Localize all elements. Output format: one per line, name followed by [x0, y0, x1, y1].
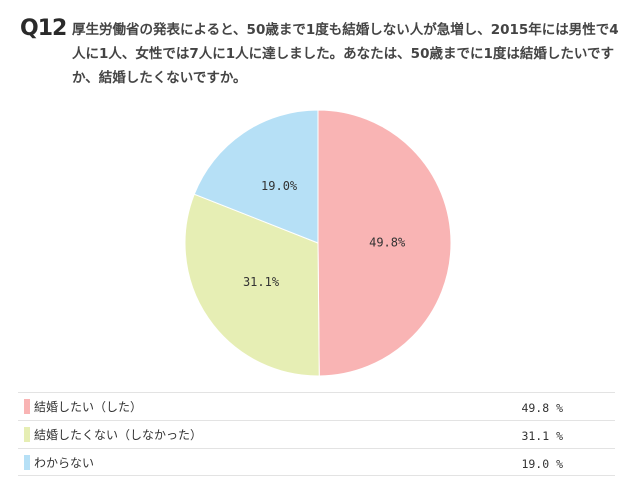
- pie-slice: [193, 109, 319, 244]
- question-number: Q12: [20, 16, 67, 41]
- chart-legend: 結婚したい（した） 49.8 % 結婚したくない（しなかった） 31.1 % わ…: [18, 392, 615, 476]
- legend-swatch: [24, 427, 30, 442]
- pie-slice: [317, 109, 452, 377]
- question-header: Q12 厚生労働省の発表によると、50歳まで1度も結婚しない人が急増し、2015…: [20, 16, 624, 86]
- legend-swatch: [24, 455, 30, 470]
- legend-value: 31.1 %: [521, 429, 563, 443]
- legend-label: 結婚したい（した）: [34, 400, 143, 414]
- legend-row: 結婚したくない（しなかった） 31.1 %: [18, 420, 615, 448]
- legend-value: 19.0 %: [521, 457, 563, 471]
- pie-slice: [184, 193, 320, 377]
- legend-label: わからない: [34, 456, 95, 470]
- legend-swatch: [24, 399, 30, 414]
- legend-value: 49.8 %: [521, 401, 563, 415]
- slice-data-label: 49.8%: [369, 236, 406, 250]
- question-text: 厚生労働省の発表によると、50歳まで1度も結婚しない人が急増し、2015年には男…: [72, 22, 619, 86]
- slice-data-label: 19.0%: [261, 179, 298, 193]
- pie-chart-svg: 49.8% 31.1% 19.0%: [184, 109, 452, 377]
- legend-row: 結婚したい（した） 49.8 %: [18, 392, 615, 420]
- slice-data-label: 31.1%: [243, 275, 280, 289]
- legend-label: 結婚したくない（しなかった）: [34, 428, 203, 442]
- pie-chart: 49.8% 31.1% 19.0%: [0, 96, 640, 386]
- legend-row: わからない 19.0 %: [18, 448, 615, 476]
